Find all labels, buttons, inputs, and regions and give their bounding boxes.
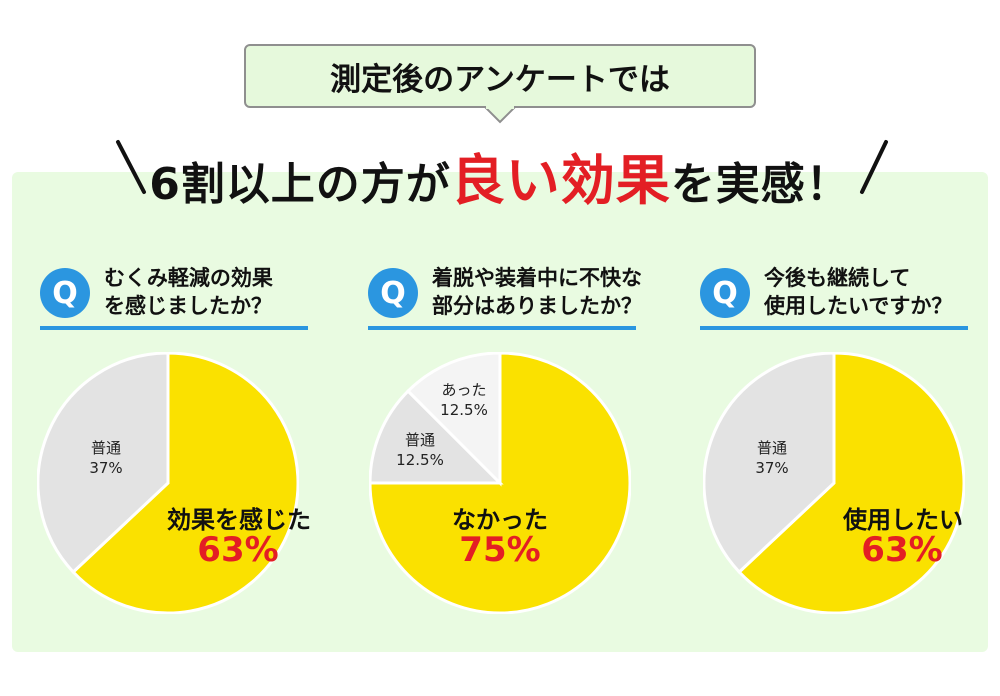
question-3: Q 今後も継続して 使用したいですか？ [700,262,990,336]
intro-bubble-text: 測定後のアンケートでは [330,61,670,98]
left-slash-decoration [116,140,146,194]
question-1-line-2: を感じましたか？ [104,294,272,318]
pie-chart-3-svg [703,352,965,614]
right-slash-decoration [860,140,888,194]
pie-slice-2 [369,388,504,485]
pie-slice-2 [37,352,170,575]
question-3-text: 今後も継続して 使用したいですか？ [764,264,994,320]
pie-2-label-main: なかった [452,506,548,534]
pie-3-label-main: 使用したい [843,506,963,534]
question-1-underline [40,326,308,330]
question-3-underline [700,326,968,330]
pie-1-label-main: 効果を感じた [167,506,311,534]
question-2-text: 着脱や装着中に不快な 部分はありましたか？ [432,264,662,320]
q-badge-icon: Q [40,268,90,318]
question-1-line-1: むくみ軽減の効果 [104,266,273,290]
pie-2-label-atta-name: あった [441,381,487,399]
question-3-line-1: 今後も継続して [764,266,911,290]
question-2: Q 着脱や装着中に不快な 部分はありましたか？ [368,262,658,336]
headline-part1: 6割以上の方が [149,159,451,210]
question-2-underline [368,326,636,330]
pie-chart-1 [37,352,299,614]
pie-3-label-futsu-pct: 37% [755,459,789,477]
pie-chart-1-svg [37,352,299,614]
pie-3-label-main-pct: 63% [861,530,943,570]
pie-2-label-main-pct: 75% [459,530,541,570]
pie-chart-3 [703,352,965,614]
pie-slice-1 [369,352,631,614]
pie-slice-1 [737,352,965,614]
pie-2-label-futsu-pct: 12.5% [396,451,444,469]
intro-bubble: 測定後のアンケートでは [244,44,756,108]
pie-chart-2 [369,352,631,614]
pie-slice-1 [71,352,299,614]
question-1: Q むくみ軽減の効果 を感じましたか？ [40,262,330,336]
pie-2-label-atta: あった 12.5% [428,380,500,420]
question-2-line-1: 着脱や装着中に不快な [432,266,642,290]
pie-1-label-main-pct: 63% [197,530,279,570]
pie-2-label-futsu: 普通 12.5% [384,430,456,470]
question-3-line-2: 使用したいですか？ [764,294,953,318]
pie-2-label-futsu-name: 普通 [404,431,435,449]
headline: 6割以上の方が良い効果を実感！ [0,128,1000,212]
q-badge-icon: Q [368,268,418,318]
pie-1-label-futsu: 普通 37% [70,438,142,478]
pie-2-label-atta-pct: 12.5% [440,401,488,419]
pie-1-label-futsu-name: 普通 [90,439,121,457]
question-2-line-2: 部分はありましたか？ [432,294,642,318]
headline-text: 6割以上の方が良い効果を実感！ [0,136,1000,215]
pie-3-label-futsu-name: 普通 [756,439,787,457]
pie-3-label-futsu: 普通 37% [736,438,808,478]
pie-slice-3 [405,352,502,487]
pie-1-label-futsu-pct: 37% [89,459,123,477]
pie-chart-2-svg [369,352,631,614]
headline-part2: を実感！ [670,159,851,210]
q-badge-icon: Q [700,268,750,318]
question-1-text: むくみ軽減の効果 を感じましたか？ [104,264,334,320]
bubble-tail [484,106,516,124]
pie-slice-2 [703,352,836,575]
headline-accent: 良い効果 [450,149,671,212]
